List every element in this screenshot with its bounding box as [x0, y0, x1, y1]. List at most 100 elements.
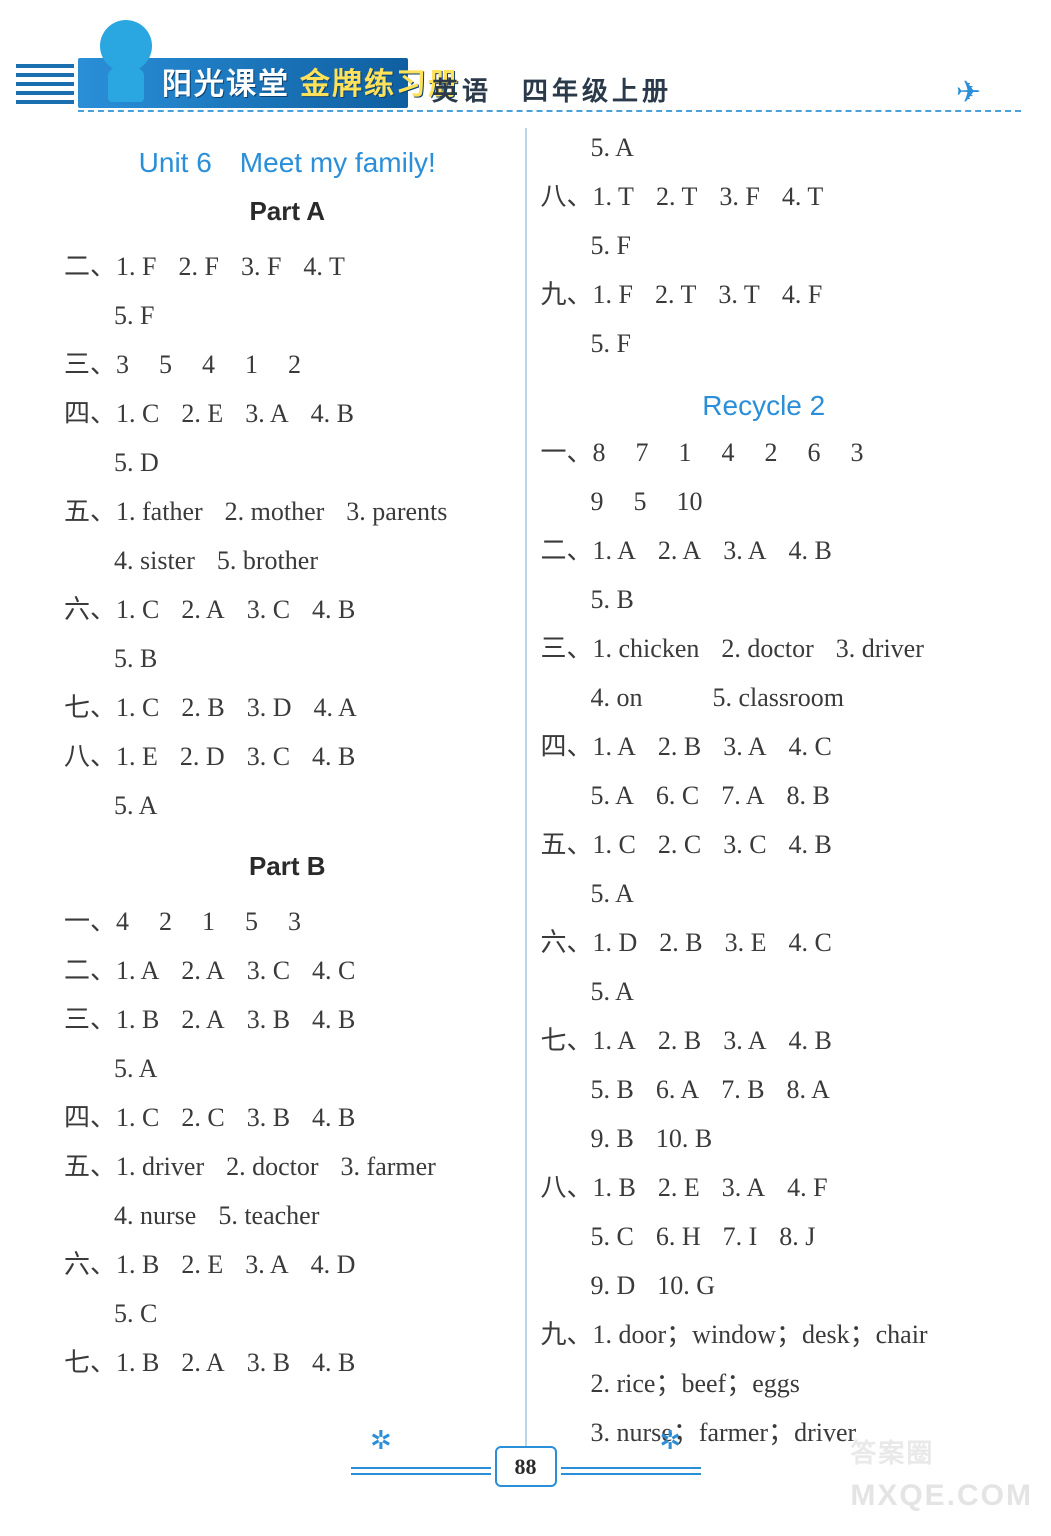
section-label: 四、: [64, 1098, 116, 1137]
answer-item: 3. C: [723, 825, 766, 864]
answer-item: 5. A: [591, 874, 634, 913]
answer-item: 5. D: [114, 443, 159, 482]
answer-item: 4. sister: [114, 541, 195, 580]
rc-section-2: 二、 1. A 2. A 3. A 4. B 5. B: [541, 531, 988, 619]
answer-item: 4. B: [311, 394, 354, 433]
answer-item: 9: [591, 482, 604, 521]
rc-section-9: 九、 1. door；window；desk；chair 2. rice；bee…: [541, 1315, 988, 1452]
section-label: 六、: [541, 923, 593, 962]
answer-item: 2. A: [181, 1000, 224, 1039]
answer-item: 4. B: [312, 1343, 355, 1382]
answer-item: 3. E: [725, 923, 767, 962]
answer-item: 9. D: [591, 1266, 636, 1305]
section-label: 八、: [541, 177, 593, 216]
pa-section-8: 八、 1. E 2. D 3. C 4. B 5. A: [64, 737, 511, 825]
answer-item: 3. B: [247, 1098, 290, 1137]
answer-item: 4. B: [312, 1098, 355, 1137]
answer-item: 1. C: [593, 825, 636, 864]
unit-title: Unit 6 Meet my family!: [64, 142, 511, 184]
answer-item: 5. B: [591, 1070, 634, 1109]
section-label: 七、: [64, 688, 116, 727]
answer-item: 3. A: [723, 727, 766, 766]
answer-item: 3. A: [722, 1168, 765, 1207]
answer-item: 1. B: [116, 1000, 159, 1039]
answer-item: 2. A: [181, 1343, 224, 1382]
rc-section-5: 五、 1. C 2. C 3. C 4. B 5. A: [541, 825, 988, 913]
pb-section-4: 四、 1. C 2. C 3. B 4. B: [64, 1098, 511, 1137]
watermark-bottom: MXQE.COM: [850, 1479, 1033, 1512]
answer-item: 1. A: [593, 1021, 636, 1060]
answer-item: 5. A: [114, 786, 157, 825]
answer-item: 4. B: [789, 825, 832, 864]
section-label: 三、: [541, 629, 593, 668]
answer-item: 1. C: [116, 590, 159, 629]
pb-section-3: 三、 1. B 2. A 3. B 4. B 5. A: [64, 1000, 511, 1088]
answer-item: 3. B: [247, 1000, 290, 1039]
pinwheel-right-icon: ✲: [659, 1421, 681, 1460]
answer-item: 3. B: [247, 1343, 290, 1382]
left-column: Unit 6 Meet my family! Part A 二、 1. F 2.…: [54, 128, 521, 1446]
mascot-icon: [100, 20, 152, 72]
answer-item: 4: [722, 433, 735, 472]
answer-item: 1: [202, 902, 215, 941]
answer-item: 1. father: [116, 492, 203, 531]
header-stripes-icon: [16, 64, 74, 104]
section-label: 七、: [64, 1343, 116, 1382]
section-label: 四、: [541, 727, 593, 766]
answer-item: 4. B: [789, 531, 832, 570]
part-b-title: Part B: [64, 847, 511, 886]
pa-section-4: 四、 1. C 2. E 3. A 4. B 5. D: [64, 394, 511, 482]
section-label: 五、: [541, 825, 593, 864]
answer-item: 7. I: [723, 1217, 758, 1256]
brand-title-1: 阳光课堂: [162, 62, 290, 107]
answer-item: 6. H: [656, 1217, 701, 1256]
answer-item: 4. D: [311, 1245, 356, 1284]
bird-icon: ✈: [956, 70, 981, 115]
answer-item: 1. F: [593, 275, 633, 314]
section-label: 一、: [64, 902, 116, 941]
answer-item: 1. B: [116, 1343, 159, 1382]
section-label: 六、: [64, 1245, 116, 1284]
right-column: 5. A 八、 1. T 2. T 3. F 4. T 5. F 九、 1. F…: [531, 128, 998, 1446]
answer-item: 1. B: [593, 1168, 636, 1207]
answer-item: 3: [851, 433, 864, 472]
answer-item: 5: [634, 482, 647, 521]
answer-item: 2. T: [655, 275, 696, 314]
answer-item: 10. B: [656, 1119, 712, 1158]
answer-item: 1: [245, 345, 258, 384]
answer-item: 3. C: [247, 737, 290, 776]
answer-item: 3. driver: [836, 629, 924, 668]
answer-item: 3. A: [723, 1021, 766, 1060]
answer-item: 2. B: [659, 923, 702, 962]
rc-section-8: 八、 1. B 2. E 3. A 4. F 5. C 6. H 7. I 8.…: [541, 1168, 988, 1305]
pb-section-5: 五、 1. driver 2. doctor 3. farmer 4. nurs…: [64, 1147, 511, 1235]
section-label: 二、: [541, 531, 593, 570]
section-label: 六、: [64, 590, 116, 629]
answer-item: 3. C: [247, 951, 290, 990]
pb-section-6: 六、 1. B 2. E 3. A 4. D 5. C: [64, 1245, 511, 1333]
section-label: 七、: [541, 1021, 593, 1060]
answer-item: 5. F: [114, 296, 154, 335]
pa-section-5: 五、 1. father 2. mother 3. parents 4. sis…: [64, 492, 511, 580]
page-number: 88: [495, 1446, 557, 1487]
answer-item: 2. B: [658, 1021, 701, 1060]
pa-section-7: 七、 1. C 2. B 3. D 4. A: [64, 688, 511, 727]
answer-item: 5. A: [114, 1049, 157, 1088]
answer-item: 8. A: [787, 1070, 830, 1109]
answer-item: 1. F: [116, 247, 156, 286]
answer-item: 2. E: [181, 1245, 223, 1284]
answer-item: 5. brother: [217, 541, 318, 580]
answer-item: 1. C: [116, 1098, 159, 1137]
answer-item: 5. B: [114, 639, 157, 678]
recycle-title: Recycle 2: [541, 385, 988, 427]
section-label: 八、: [64, 737, 116, 776]
answer-item: 4. F: [787, 1168, 827, 1207]
answer-item: 3. F: [719, 177, 759, 216]
answer-item: 7. B: [721, 1070, 764, 1109]
pa-section-2: 二、 1. F 2. F 3. F 4. T 5. F: [64, 247, 511, 335]
answer-item: 5. A: [591, 128, 634, 167]
answer-item: 4. B: [312, 737, 355, 776]
answer-item: 2. doctor: [226, 1147, 318, 1186]
answer-item: 5. B: [591, 580, 634, 619]
answer-item: 3. parents: [346, 492, 447, 531]
